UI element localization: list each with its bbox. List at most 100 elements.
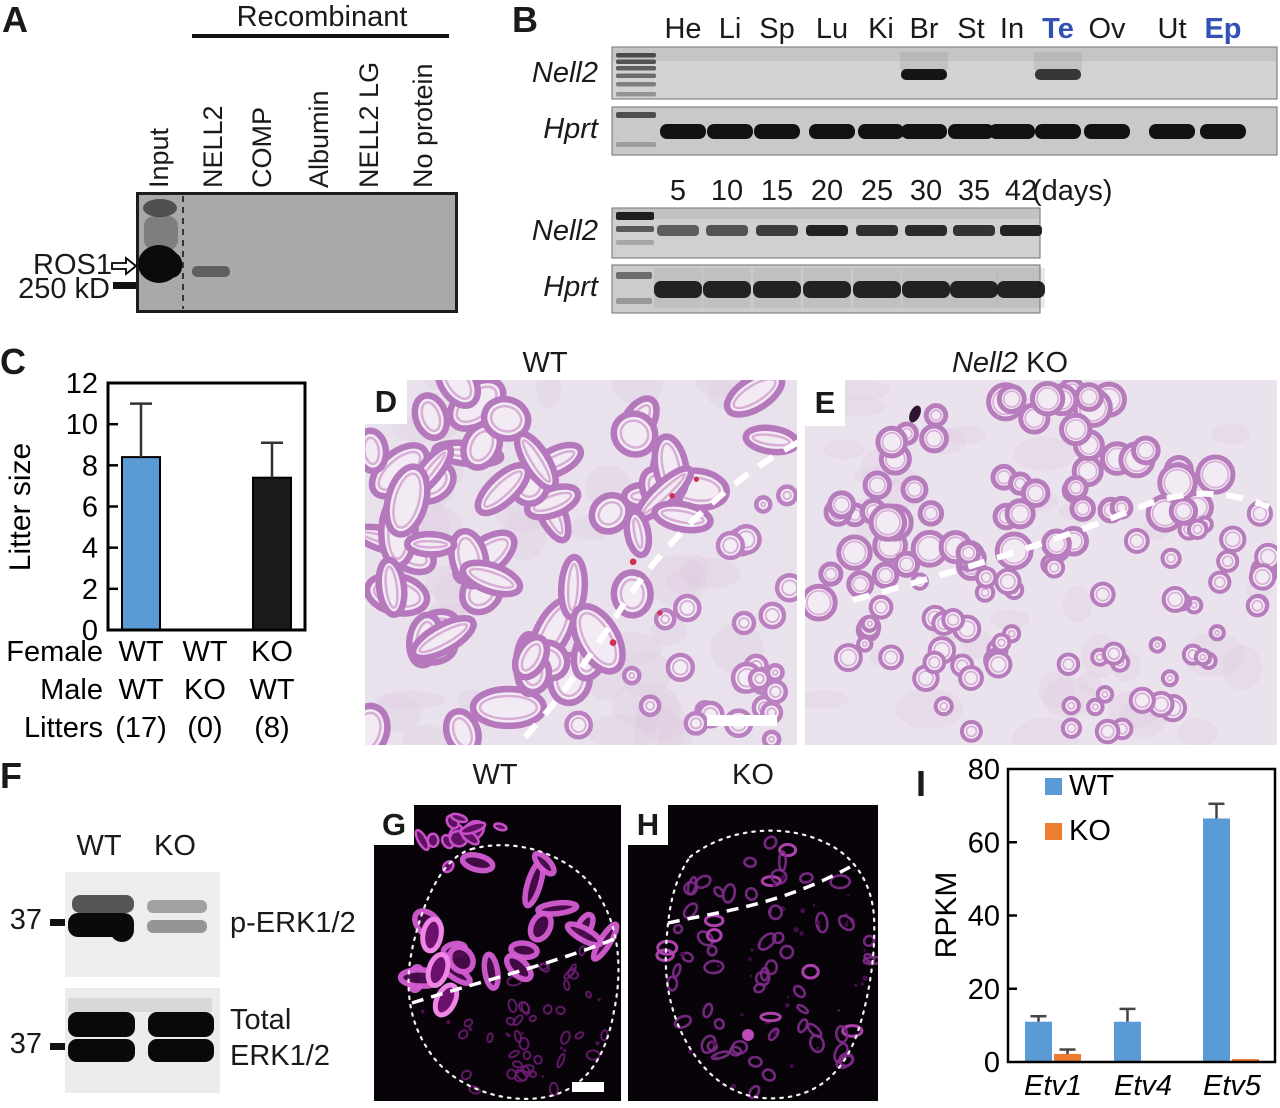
tubule (1094, 718, 1121, 745)
tubule (846, 570, 875, 599)
dim-tubule (682, 902, 699, 919)
blot-a-lane-label: NELL2 LG (354, 61, 384, 188)
red-speck (693, 476, 700, 482)
dim-speck (785, 1003, 790, 1008)
bar-ko (1232, 1059, 1259, 1062)
category-label: Etv4 (1114, 1070, 1172, 1102)
tubule-large (610, 410, 659, 458)
panel-g-title: WT (472, 759, 518, 791)
gel-shading (613, 48, 1276, 61)
tubule (1062, 658, 1075, 671)
y-axis-label: Litter size (4, 443, 37, 571)
tubule (939, 701, 949, 711)
total-erk-label-line1: Total (230, 1004, 292, 1036)
dim-tubule (862, 934, 876, 948)
tubule (980, 571, 992, 584)
ladder-band (616, 142, 656, 147)
cross-cell: KO (251, 636, 293, 668)
tubule (984, 650, 1013, 679)
fluorescence-wt-image (374, 805, 621, 1101)
tubule (1035, 387, 1060, 411)
hprt-day-band (853, 281, 901, 298)
dim-tubule (673, 1014, 693, 1029)
panel-e-letter: E (814, 385, 836, 420)
dim-speck (750, 948, 754, 952)
litter-size-chart: 0 2 4 6 8 10 12 Litter size Female WT WT KO Male WT KO… (4, 368, 307, 744)
hprt-band (901, 124, 947, 139)
tubule-large (459, 559, 524, 598)
tubule (917, 670, 935, 687)
blot-a-lane-label: COMP (247, 107, 277, 188)
tubule (1091, 703, 1099, 711)
tubule (1095, 587, 1111, 602)
panel-g-letter-box: G (374, 805, 414, 845)
ladder-band (616, 73, 656, 78)
dim-tubule (529, 1070, 538, 1079)
mid-tubule (778, 842, 798, 858)
tubule (839, 648, 858, 667)
y-tick-label: 40 (968, 901, 1000, 933)
gene-row-label: Nell2 (531, 57, 598, 89)
dim-speck (679, 951, 686, 958)
tubule (929, 409, 943, 422)
bright-tubule (446, 944, 476, 975)
y-tick-label: 2 (82, 574, 98, 606)
tubule (925, 429, 943, 448)
blot-a-lane-label: NELL2 (198, 105, 228, 188)
day-label: 5 (669, 175, 687, 207)
dim-speck (860, 982, 864, 986)
dim-tubule (744, 887, 759, 902)
external-tubule (414, 828, 430, 852)
dim-speck (793, 927, 799, 933)
tubule-small (776, 484, 797, 507)
hprt-band (707, 124, 753, 139)
bright-edge-tubule (425, 952, 451, 988)
tubule (1190, 601, 1198, 609)
dim-tubule (514, 1069, 528, 1082)
panel-d-title: WT (522, 347, 568, 379)
bar-wt (1025, 1021, 1052, 1062)
dim-tubule (517, 1001, 531, 1014)
red-speck (609, 639, 617, 646)
gene-row-label: Nell2 (531, 215, 598, 247)
dim-tubule (757, 932, 777, 951)
dim-tubule (672, 923, 684, 935)
tubule (878, 644, 904, 671)
dim-speck (846, 920, 849, 923)
stroma (376, 690, 446, 709)
dim-tubule (574, 1031, 585, 1040)
dim-speck (847, 894, 850, 897)
mid-tubule (703, 913, 725, 928)
bright-tubule (564, 921, 604, 948)
dim-speck (772, 883, 777, 888)
dim-speck (687, 1049, 692, 1054)
tubule (1002, 390, 1021, 408)
dim-speck (740, 1013, 744, 1017)
tubule-large (434, 380, 482, 409)
hprt-day-band (703, 281, 751, 298)
tubule (1080, 388, 1098, 406)
tubule-small (570, 716, 587, 734)
hprt-day-band (950, 281, 998, 298)
bright-tubule (535, 899, 580, 917)
tubule (818, 561, 844, 587)
tubule (868, 476, 886, 494)
ladder-band (616, 112, 656, 118)
hprt-day-band (654, 281, 702, 298)
panel-h-letter-box: H (628, 805, 668, 845)
nell2-day-band (756, 225, 798, 236)
dim-speck (468, 1027, 473, 1032)
external-tubule (493, 822, 508, 832)
y-tick-label: 12 (66, 368, 98, 400)
dim-tubule (518, 1036, 530, 1051)
molecular-weight-label: 250 kD (18, 273, 110, 305)
tubule-large (404, 530, 458, 558)
tubule-small (768, 735, 776, 743)
dim-tubule (703, 959, 725, 975)
dim-speck (597, 997, 601, 1002)
tubule (963, 670, 979, 686)
dim-speck (863, 948, 867, 952)
tubule (1100, 724, 1115, 739)
bright-tubule (508, 940, 540, 961)
